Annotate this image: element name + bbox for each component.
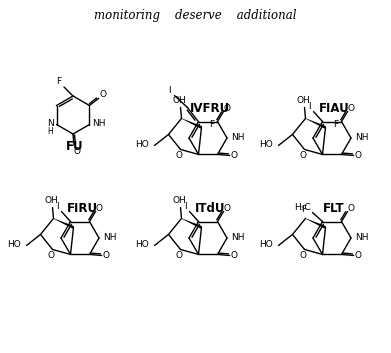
Text: HO: HO xyxy=(136,140,149,149)
Text: H: H xyxy=(48,127,54,136)
Text: NH: NH xyxy=(355,132,369,142)
Text: O: O xyxy=(300,151,307,160)
Polygon shape xyxy=(305,118,326,129)
Text: O: O xyxy=(231,151,238,160)
Polygon shape xyxy=(181,118,202,129)
Text: O: O xyxy=(224,104,231,113)
Text: O: O xyxy=(48,251,55,260)
Text: OH: OH xyxy=(172,96,187,105)
Text: H₃C: H₃C xyxy=(294,203,311,212)
Text: O: O xyxy=(355,251,362,260)
Text: O: O xyxy=(176,251,183,260)
Text: HO: HO xyxy=(8,240,22,249)
Polygon shape xyxy=(305,218,326,229)
Text: NH: NH xyxy=(355,233,369,241)
Text: NH: NH xyxy=(92,119,105,128)
Text: NH: NH xyxy=(231,132,245,142)
Text: HO: HO xyxy=(260,140,273,149)
Text: O: O xyxy=(348,104,355,113)
Text: O: O xyxy=(231,251,238,260)
Text: F: F xyxy=(56,77,61,85)
Text: NH: NH xyxy=(231,233,245,241)
Text: I: I xyxy=(56,202,59,211)
Text: I: I xyxy=(184,202,187,211)
Text: FIAU: FIAU xyxy=(319,102,350,115)
Text: O: O xyxy=(300,251,307,260)
Text: FU: FU xyxy=(66,140,84,154)
Text: O: O xyxy=(100,90,107,99)
Text: O: O xyxy=(103,251,110,260)
Text: OH: OH xyxy=(297,96,310,105)
Text: O: O xyxy=(355,151,362,160)
Text: O: O xyxy=(96,204,103,213)
Text: FIRU: FIRU xyxy=(66,202,98,215)
Text: FLT: FLT xyxy=(323,202,345,215)
Text: F: F xyxy=(209,120,214,129)
Text: I: I xyxy=(308,102,311,111)
Text: O: O xyxy=(224,204,231,213)
Text: HO: HO xyxy=(260,240,273,249)
Text: ITdU: ITdU xyxy=(195,202,225,215)
Text: NH: NH xyxy=(103,233,117,241)
Polygon shape xyxy=(54,218,74,229)
Text: OH: OH xyxy=(45,196,58,205)
Polygon shape xyxy=(181,218,202,229)
Text: monitoring    deserve    additional: monitoring deserve additional xyxy=(94,9,296,22)
Text: I: I xyxy=(168,86,171,95)
Text: HO: HO xyxy=(136,240,149,249)
Text: N: N xyxy=(47,119,54,128)
Text: F: F xyxy=(333,120,338,129)
Text: O: O xyxy=(74,146,81,156)
Text: F: F xyxy=(301,205,306,214)
Text: O: O xyxy=(176,151,183,160)
Text: IVFRU: IVFRU xyxy=(190,102,230,115)
Text: OH: OH xyxy=(172,196,187,205)
Text: O: O xyxy=(348,204,355,213)
